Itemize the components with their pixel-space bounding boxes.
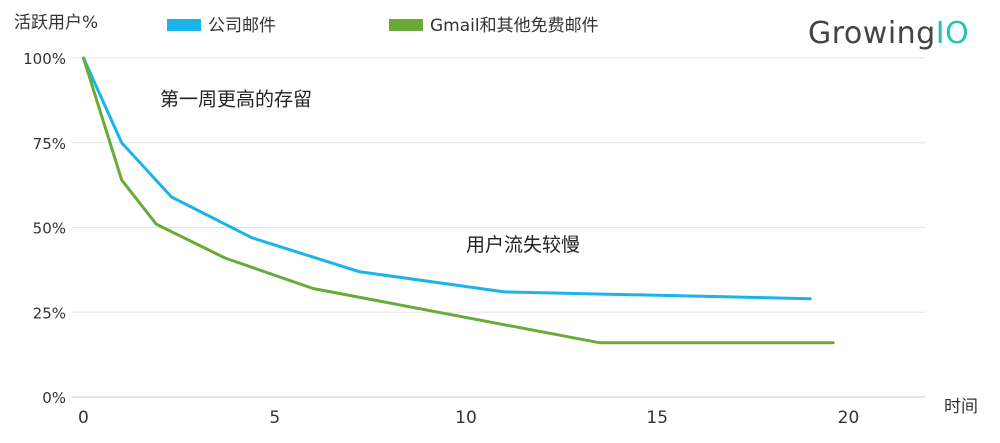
growingio-logo: GrowingIO bbox=[808, 16, 969, 51]
y-tick-label: 100% bbox=[23, 50, 66, 68]
x-tick-label: 15 bbox=[646, 408, 668, 428]
y-axis-ticks: 0% 25% 50% 75% 100% bbox=[23, 50, 66, 407]
series-line-1 bbox=[82, 56, 835, 345]
x-axis-title: 时间 bbox=[944, 397, 978, 417]
y-axis-title: 活跃用户% bbox=[14, 13, 98, 33]
legend: 公司邮件 Gmail和其他免费邮件 bbox=[167, 16, 599, 36]
y-tick-label: 75% bbox=[33, 135, 66, 153]
logo-text-prefix: Growing bbox=[808, 16, 936, 51]
x-axis-ticks: 0 5 10 15 20 bbox=[78, 408, 859, 428]
x-tick-label: 20 bbox=[838, 408, 860, 428]
y-tick-label: 50% bbox=[33, 220, 66, 238]
chart-annotation: 用户流失较慢 bbox=[466, 234, 580, 256]
legend-swatch-free-mail bbox=[389, 19, 423, 31]
x-tick-label: 5 bbox=[269, 408, 280, 428]
logo-text-suffix: IO bbox=[935, 16, 970, 51]
x-tick-label: 10 bbox=[455, 408, 477, 428]
x-tick-label: 0 bbox=[78, 408, 89, 428]
y-tick-label: 25% bbox=[33, 304, 66, 322]
legend-label-company-mail: 公司邮件 bbox=[208, 16, 276, 36]
series-line-0 bbox=[82, 56, 812, 301]
series-layer bbox=[82, 56, 835, 345]
grid-lines bbox=[72, 57, 925, 313]
chart-annotation: 第一周更高的存留 bbox=[160, 88, 312, 110]
y-tick-label: 0% bbox=[42, 389, 66, 407]
legend-label-free-mail: Gmail和其他免费邮件 bbox=[430, 16, 599, 36]
legend-swatch-company-mail bbox=[167, 19, 201, 31]
